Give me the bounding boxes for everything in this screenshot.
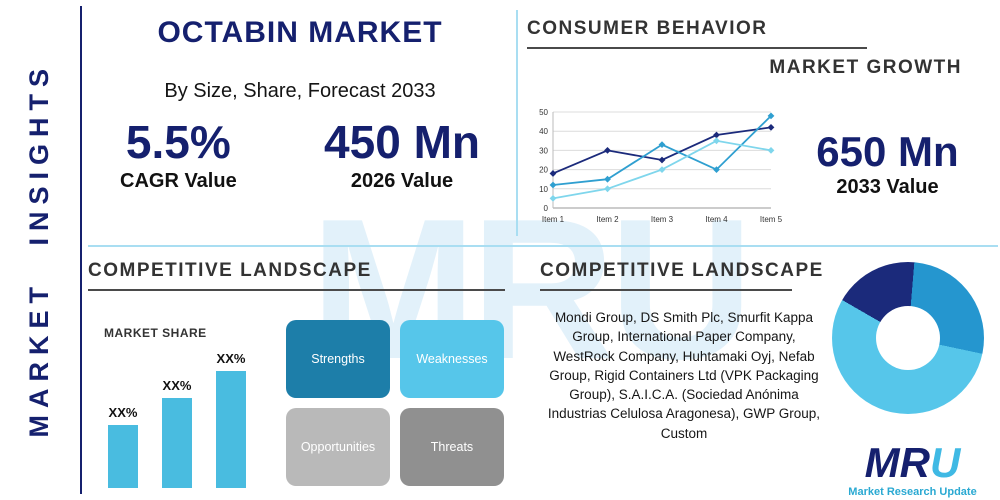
competitive-landscape-left-heading: COMPETITIVE LANDSCAPE xyxy=(88,260,372,281)
svg-text:Item 1: Item 1 xyxy=(542,215,565,224)
bar-value-label: XX% xyxy=(216,351,246,366)
market-share-label: MARKET SHARE xyxy=(104,326,207,340)
bar-value-label: XX% xyxy=(108,405,138,420)
svg-text:40: 40 xyxy=(539,127,548,136)
forecast-label: 2033 Value xyxy=(836,176,939,199)
cagr-label: CAGR Value xyxy=(120,169,237,192)
line-chart: 0 10 20 30 40 50 Item 1 Item 2 Item 3 Item 4 Item … xyxy=(539,108,783,224)
cagr-stat: 5.5% CAGR Value xyxy=(120,117,237,193)
horizontal-divider xyxy=(88,245,998,247)
competitive-landscape-right-heading: COMPETITIVE LANDSCAPE xyxy=(540,260,824,281)
sidebar-title: MARKET INSIGHTS xyxy=(23,62,54,438)
svg-text:Item 2: Item 2 xyxy=(596,215,619,224)
market-share-bar-chart: XX% XX% XX% xyxy=(108,351,246,488)
svg-text:20: 20 xyxy=(539,166,548,175)
heading-underline xyxy=(527,47,867,49)
market-overview-section: OCTABIN MARKET By Size, Share, Forecast … xyxy=(90,16,510,241)
heading-underline xyxy=(88,289,505,291)
bar xyxy=(108,425,138,488)
competitive-landscape-left-section: COMPETITIVE LANDSCAPE MARKET SHARE XX% X… xyxy=(88,260,508,500)
svg-text:Item 3: Item 3 xyxy=(651,215,674,224)
vertical-divider xyxy=(516,10,518,236)
heading-underline xyxy=(540,289,792,291)
consumer-behavior-heading: CONSUMER BEHAVIOR xyxy=(527,18,768,39)
swot-grid: Strengths Weaknesses Opportunities Threa… xyxy=(286,320,504,486)
bar-value-label: XX% xyxy=(162,378,192,393)
cagr-value: 5.5% xyxy=(125,116,231,168)
bar-item: XX% xyxy=(216,351,246,488)
page-subtitle: By Size, Share, Forecast 2033 xyxy=(164,80,436,102)
logo-letter-u: U xyxy=(930,439,961,486)
base-year-label: 2026 Value xyxy=(350,169,454,192)
svg-text:0: 0 xyxy=(544,204,549,213)
swot-threats: Threats xyxy=(400,408,504,486)
svg-text:30: 30 xyxy=(539,146,548,155)
sidebar: MARKET INSIGHTS xyxy=(0,0,78,500)
competitive-landscape-right-section: COMPETITIVE LANDSCAPE Mondi Group, DS Sm… xyxy=(540,260,1000,500)
base-year-stat: 450 Mn 2026 Value xyxy=(324,117,480,193)
svg-text:50: 50 xyxy=(539,108,548,117)
forecast-stat: 650 Mn 2033 Value xyxy=(795,128,980,199)
swot-strengths: Strengths xyxy=(286,320,390,398)
headline-stats: 5.5% CAGR Value 450 Mn 2026 Value xyxy=(90,117,510,193)
market-growth-chart-wrap: 0 10 20 30 40 50 Item 1 Item 2 Item 3 Item 4 Item … xyxy=(527,104,783,232)
consumer-behavior-section: CONSUMER BEHAVIOR MARKET GROWTH 0 10 20 30 4… xyxy=(527,18,1000,240)
swot-weaknesses: Weaknesses xyxy=(400,320,504,398)
bar xyxy=(162,398,192,488)
forecast-value: 650 Mn xyxy=(816,128,959,175)
svg-text:10: 10 xyxy=(539,185,548,194)
base-year-value: 450 Mn xyxy=(324,116,480,168)
bar-item: XX% xyxy=(108,405,138,488)
bar xyxy=(216,371,246,488)
svg-text:Item 5: Item 5 xyxy=(760,215,782,224)
market-growth-heading: MARKET GROWTH xyxy=(769,57,962,78)
swot-opportunities: Opportunities xyxy=(286,408,390,486)
logo-letter-m: M xyxy=(864,439,900,486)
sidebar-divider-line xyxy=(80,6,82,494)
mru-logo: MRU Market Research Update xyxy=(825,442,1000,499)
logo-letter-r: R xyxy=(899,439,930,486)
companies-list: Mondi Group, DS Smith Plc, Smurfit Kappa… xyxy=(547,310,821,441)
mru-logo-tagline: Market Research Update xyxy=(848,486,977,498)
bar-item: XX% xyxy=(162,378,192,488)
page-title: OCTABIN MARKET xyxy=(157,16,443,49)
donut-chart xyxy=(832,262,984,414)
svg-text:Item 4: Item 4 xyxy=(705,215,728,224)
mru-logo-text: MRU xyxy=(825,442,1000,484)
